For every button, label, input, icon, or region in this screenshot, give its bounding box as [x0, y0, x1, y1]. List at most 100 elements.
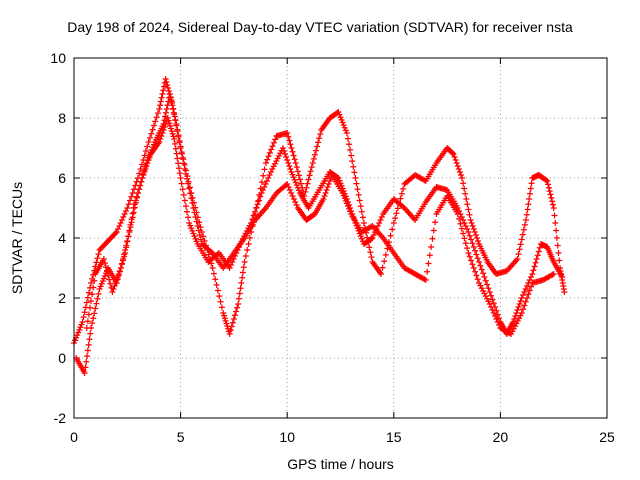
data-point-marker [183, 175, 190, 182]
data-point-marker [472, 247, 479, 254]
data-point-marker [145, 139, 152, 145]
data-point-marker [130, 186, 137, 193]
data-point-marker [212, 276, 219, 283]
data-point-marker [178, 180, 185, 187]
data-point-marker [265, 175, 272, 181]
data-point-marker [308, 164, 315, 171]
data-point-marker [233, 308, 240, 315]
data-point-marker [270, 139, 277, 146]
data-point-marker [474, 255, 481, 262]
data-point-marker [320, 196, 327, 202]
data-point-marker [340, 122, 347, 129]
data-point-marker [389, 226, 396, 233]
y-tick-label: 8 [58, 110, 66, 126]
data-point-marker [393, 210, 400, 217]
data-point-marker [357, 233, 364, 240]
data-point-marker [545, 184, 552, 191]
data-point-marker [486, 301, 493, 307]
data-point-marker [465, 229, 472, 235]
data-point-marker [187, 190, 194, 197]
data-point-marker [535, 248, 542, 255]
data-point-marker [485, 298, 492, 305]
data-point-marker [456, 215, 463, 222]
data-point-marker [222, 317, 229, 324]
data-point-marker [124, 238, 131, 244]
data-point-marker [76, 326, 83, 333]
data-point-marker [181, 166, 188, 172]
data-point-marker [158, 94, 165, 101]
data-point-marker [283, 154, 290, 160]
data-point-marker [296, 176, 303, 183]
data-point-marker [237, 285, 244, 292]
y-tick-label: 4 [58, 230, 66, 246]
data-point-marker [466, 253, 473, 260]
data-point-marker [218, 304, 225, 311]
data-point-marker [473, 272, 480, 279]
x-tick-label: 10 [279, 429, 295, 445]
data-point-marker [132, 199, 139, 206]
data-point-marker [290, 152, 297, 159]
data-point-marker [544, 178, 551, 184]
data-point-marker [239, 269, 246, 276]
data-point-marker [550, 271, 557, 277]
data-point-marker [160, 87, 167, 94]
data-point-marker [221, 315, 228, 322]
data-point-marker [529, 271, 536, 277]
data-point-marker [290, 174, 297, 181]
data-point-marker [173, 150, 180, 157]
data-point-marker [153, 114, 160, 121]
data-point-marker [478, 285, 485, 292]
data-point-marker [201, 238, 208, 244]
data-point-marker [524, 283, 531, 289]
data-point-marker [347, 146, 354, 153]
data-point-marker [284, 181, 291, 187]
data-point-marker [464, 201, 471, 208]
data-point-marker [549, 201, 556, 208]
data-point-marker [197, 224, 204, 231]
data-point-marker [121, 211, 128, 217]
data-point-marker [524, 206, 531, 213]
data-point-marker [216, 293, 223, 300]
data-point-marker [106, 276, 113, 283]
data-point-marker [214, 287, 221, 294]
data-point-marker [162, 109, 169, 116]
data-point-marker [466, 232, 473, 239]
data-point-marker [170, 109, 177, 116]
data-point-marker [526, 287, 533, 294]
data-point-marker [261, 166, 268, 173]
data-point-marker [159, 91, 166, 97]
data-point-marker [378, 214, 385, 220]
data-point-marker [112, 280, 119, 286]
data-point-marker [114, 274, 121, 280]
x-axis-label: GPS time / hours [287, 456, 394, 472]
data-point-marker [512, 323, 519, 330]
data-point-marker [400, 203, 407, 210]
data-point-marker [142, 148, 149, 154]
data-point-marker [182, 170, 189, 177]
data-point-marker [470, 265, 477, 271]
data-point-marker [302, 188, 309, 195]
data-point-marker [163, 106, 170, 112]
x-tick-label: 25 [599, 429, 615, 445]
data-point-marker [177, 175, 184, 181]
data-point-marker [116, 268, 123, 274]
data-point-marker [176, 137, 183, 144]
data-point-marker [183, 208, 190, 215]
data-point-marker [368, 223, 375, 230]
data-marks [71, 76, 568, 376]
data-point-marker [298, 180, 305, 187]
data-point-marker [464, 226, 471, 232]
data-point-marker [128, 219, 135, 226]
data-point-marker [138, 161, 145, 168]
data-point-marker [130, 209, 137, 216]
data-point-marker [457, 220, 464, 227]
data-point-marker [344, 203, 351, 210]
data-point-marker [193, 218, 200, 225]
data-point-marker [176, 170, 183, 177]
data-point-marker [77, 324, 84, 331]
data-point-marker [508, 331, 515, 337]
data-point-marker [291, 176, 298, 183]
data-point-marker [254, 201, 261, 208]
data-point-marker [295, 172, 302, 179]
data-point-marker [127, 224, 134, 231]
